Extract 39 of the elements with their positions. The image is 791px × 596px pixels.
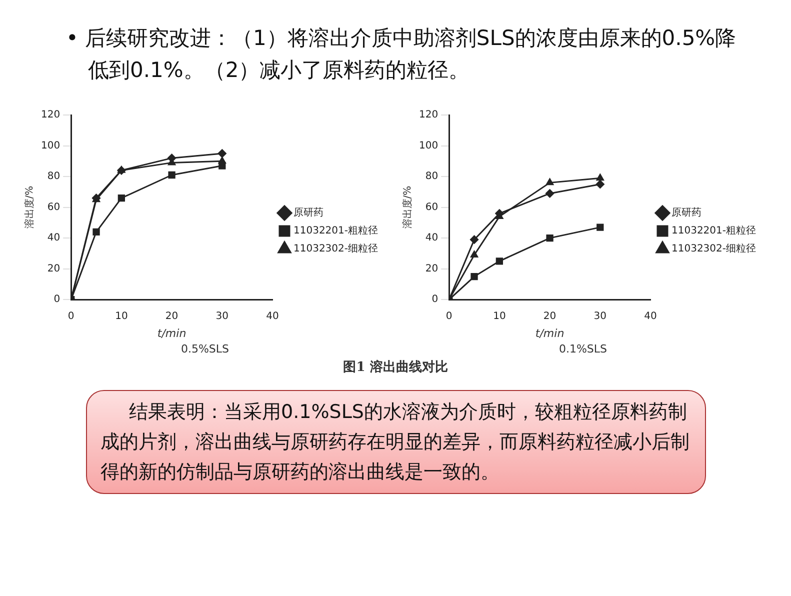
y-tick-label: 60: [424, 202, 438, 213]
y-tick-label: 100: [418, 140, 438, 152]
y-tick-label: 0: [431, 294, 438, 306]
y-tick-label: 80: [424, 171, 438, 182]
x-tick-label: 0: [445, 311, 452, 322]
text: 0.5%SLS: [180, 342, 229, 356]
legend-label: 11032302-细粒径: [670, 242, 756, 255]
text: 0.1%SLS: [558, 342, 607, 356]
y-tick-label: 40: [46, 232, 60, 244]
x-tick-label: 20: [542, 311, 556, 322]
caption: 图1 溶出曲线对比: [342, 358, 449, 376]
y-tick-label: 60: [46, 202, 60, 213]
x-tick-label: 0: [67, 311, 74, 322]
x-tick-label: 20: [164, 311, 178, 322]
y-tick-label: 20: [46, 263, 60, 274]
y-tick-label: 40: [424, 232, 438, 244]
x-tick-label: 40: [644, 311, 656, 322]
y-tick-label: 20: [424, 263, 438, 274]
legend-label: 11032201-粗粒径: [670, 226, 756, 237]
y-tick-label: 100: [40, 140, 60, 152]
y-tick-label: 80: [46, 171, 60, 182]
x-tick-label: 40: [266, 311, 278, 322]
x-tick-label: 10: [492, 311, 506, 322]
y-tick-label: 120: [418, 110, 438, 121]
x-tick-label: 30: [593, 311, 606, 322]
legend-label: 原研药: [670, 206, 701, 219]
y-tick-label: 0: [53, 294, 60, 306]
y-axis-title: 溶出度/%: [23, 186, 36, 229]
legend-label: 11032201-粗粒径: [292, 226, 378, 237]
x-tick-label: 30: [215, 311, 228, 322]
text: • 后续研究改进：（1）将溶出介质中助溶剂SLS的浓度由原来的0.5%降低到0.1%。（2）减小了原料药的粒径。: [65, 25, 738, 84]
legend-label: 11032302-细粒径: [292, 242, 378, 255]
text: 结果表明：当采用0.1%SLS的水溶液为介质时，较粗粒径原料药制成的片剂，溶出曲线与原研药存在明显的差异，而原料药粒径减小后制得的新的仿制品与原研药的溶出曲线是一致的。: [86, 390, 706, 494]
x-tick-label: 10: [114, 311, 128, 322]
x-axis-title: t/min: [534, 327, 564, 340]
y-axis-title: 溶出度/%: [401, 186, 414, 229]
legend-label: 原研药: [292, 206, 323, 219]
y-tick-label: 120: [40, 110, 60, 121]
x-axis-title: t/min: [156, 327, 186, 340]
